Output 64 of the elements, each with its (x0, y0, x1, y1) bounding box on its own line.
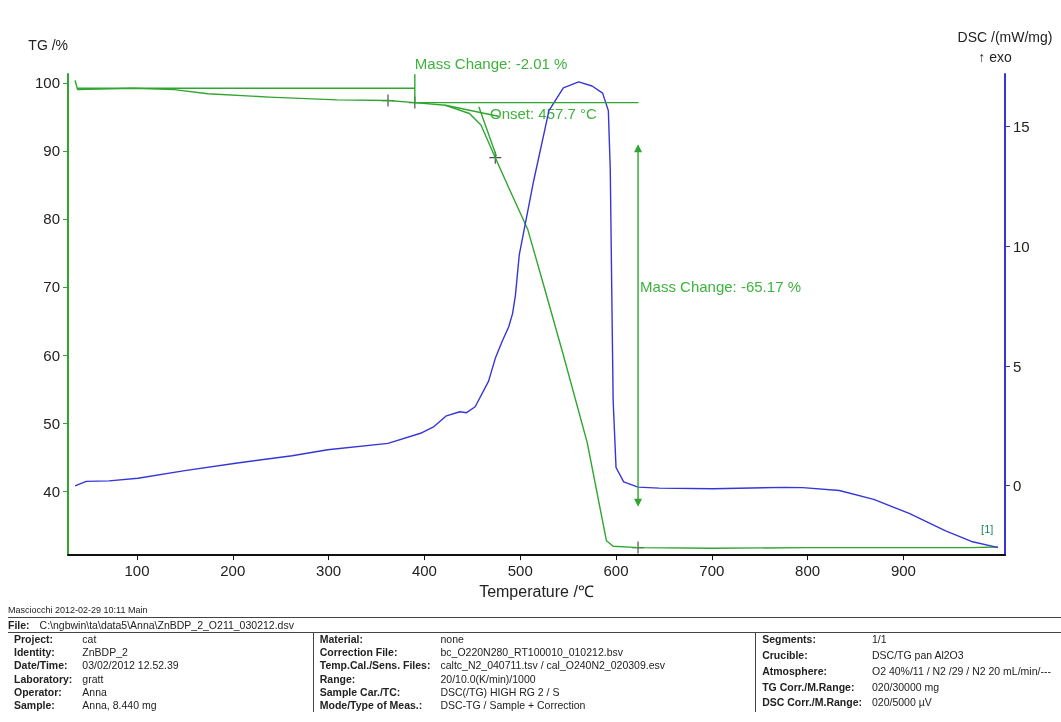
text: DSC Corr./M.Range: (762, 696, 862, 711)
y2-axis-title: DSC /(mW/mg) (957, 29, 1053, 45)
y2-tick-label: 5 (1013, 357, 1022, 375)
text: bc_O220N280_RT100010_010212.bsv (440, 646, 624, 660)
text: Atmosphere: (762, 664, 828, 679)
text: 03/02/2012 12.52.39 (82, 659, 180, 673)
text: DSC-TG / Sample + Correction (440, 699, 587, 713)
y2-tick-label: 10 (1013, 237, 1030, 255)
text: Mode/Type of Meas.: (319, 699, 424, 713)
text: Identity: (14, 646, 56, 660)
text: C:\ngbwin\ta\data5\Anna\ZnBDP_2_O211_030212.dsv (39, 619, 294, 631)
x-tick-label: 300 (316, 562, 342, 580)
y-tick-label: 70 (43, 278, 60, 296)
text: Operator: (14, 685, 63, 700)
text: Laboratory: (14, 672, 73, 686)
text: TG Corr./M.Range: (762, 680, 856, 695)
text: 20/10.0(K/min)/1000 (440, 672, 537, 686)
text: 020/5000 µV (871, 696, 933, 711)
x-axis-title: Temperature /℃ (479, 582, 594, 600)
text: Anna, 8.440 mg (82, 699, 158, 713)
text: none (440, 633, 465, 647)
text: 020/30000 mg (871, 680, 941, 695)
text: Sample Car./TC: (319, 685, 402, 700)
x-tick-label: 700 (699, 562, 725, 580)
text: Temp.Cal./Sens. Files: (319, 659, 431, 673)
x-tick-label: 100 (124, 562, 150, 580)
y-axis-title: TG /% (28, 37, 68, 53)
text: O2 40%/11 / N2 /29 / N2 20 mL/min/--- (871, 664, 1052, 679)
text: ↑ exo (978, 49, 1012, 65)
x-tick-label: 900 (890, 562, 916, 580)
text: Crucible: (762, 648, 809, 663)
y-tick-label: 100 (34, 74, 60, 92)
text: Segments: (762, 633, 817, 647)
text: DSC(/TG) HIGH RG 2 / S (440, 685, 561, 700)
text: Project: (14, 633, 55, 647)
text: gratt (82, 672, 105, 686)
text: Date/Time: (14, 659, 69, 673)
y-tick-label: 80 (43, 210, 60, 228)
text: caltc_N2_040711.tsv / cal_O240N2_020309.esv (440, 659, 666, 673)
annotation: Mass Change: -2.01 % (414, 54, 568, 72)
text: Anna (82, 685, 108, 700)
y2-tick-label: 15 (1013, 118, 1030, 136)
y-tick-label: 60 (43, 346, 60, 364)
text: File: (8, 619, 30, 631)
text: cat (82, 633, 98, 647)
text: Correction File: (319, 646, 399, 660)
y-tick-label: 50 (43, 414, 60, 432)
text: 1/1 (871, 633, 888, 647)
x-tick-label: 800 (795, 562, 821, 580)
annotation: Mass Change: -65.17 % (640, 278, 801, 296)
text: ZnBDP_2 (82, 646, 129, 660)
x-tick-label: 500 (507, 562, 533, 580)
y-tick-label: 90 (43, 142, 60, 160)
text: Material: (319, 633, 364, 647)
x-tick-label: 400 (411, 562, 437, 580)
x-tick-label: 200 (220, 562, 246, 580)
x-tick-label: 600 (603, 562, 629, 580)
annotation: [1] (981, 523, 994, 536)
text: Range: (319, 672, 357, 686)
text: Sample: (14, 699, 56, 713)
text: Masciocchi 2012-02-29 10:11 Main (8, 604, 149, 617)
text: DSC/TG pan Al2O3 (871, 648, 965, 663)
y-tick-label: 40 (43, 482, 60, 500)
y2-tick-label: 0 (1013, 477, 1022, 495)
